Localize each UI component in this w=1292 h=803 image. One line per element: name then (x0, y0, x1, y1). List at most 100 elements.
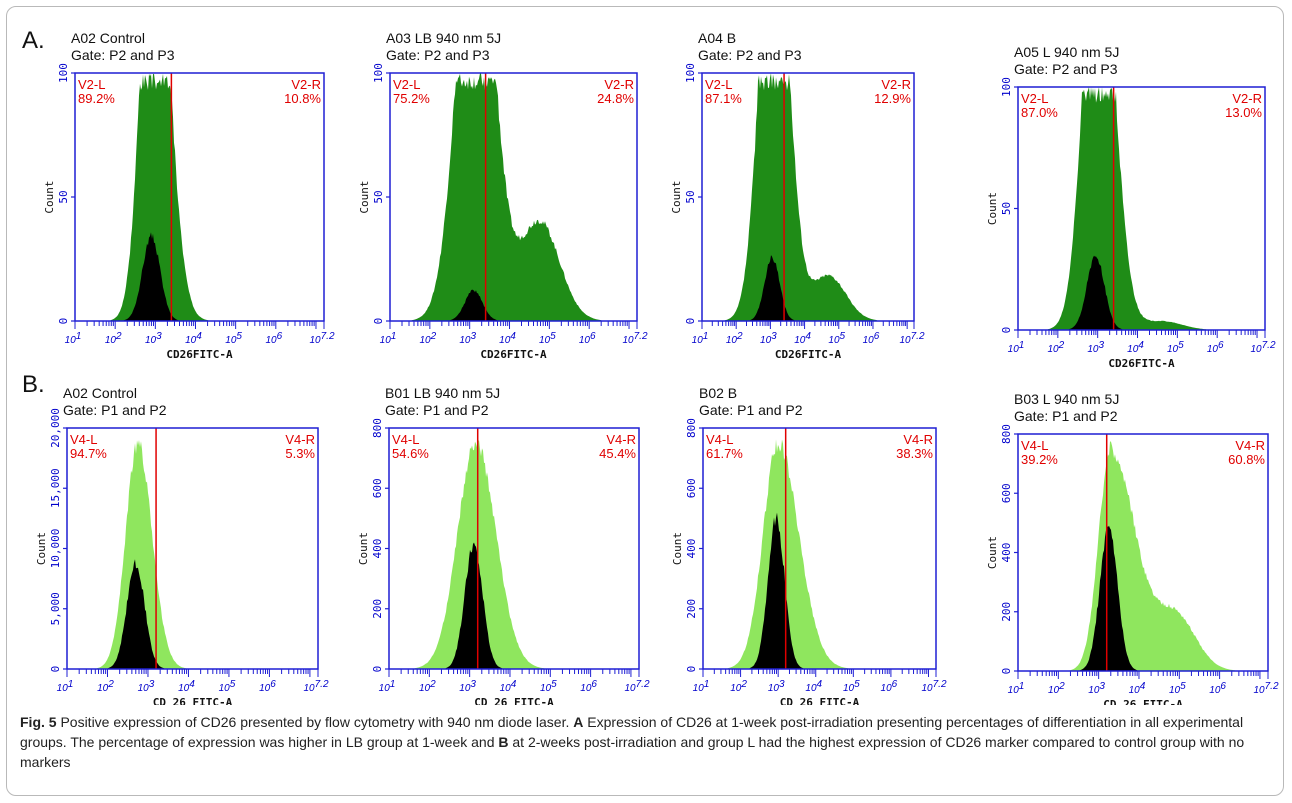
caption-prefix: Fig. 5 (20, 714, 57, 730)
x-tick-label: 104 (178, 679, 195, 694)
y-tick-label: 0 (684, 318, 697, 325)
x-tick-label: 101 (57, 679, 74, 694)
region-left-pct: 75.2% (393, 91, 430, 106)
y-axis-label: Count (986, 536, 999, 569)
x-tick-label: 103 (145, 331, 162, 346)
x-tick-label: 101 (65, 331, 82, 346)
x-tick-label: 101 (692, 331, 709, 346)
x-tick-label: 105 (1169, 681, 1186, 696)
y-tick-label: 0 (49, 666, 62, 673)
region-right-pct: 60.8% (1228, 452, 1265, 467)
panel-title: A05 L 940 nm 5J (1014, 44, 1119, 60)
y-tick-label: 200 (371, 599, 384, 619)
y-axis-label: Count (671, 532, 684, 565)
region-right-name: V4-R (606, 432, 636, 447)
region-left-name: V4-L (706, 432, 733, 447)
y-tick-label: 15,000 (49, 468, 62, 508)
region-left-name: V2-L (78, 77, 105, 92)
x-tick-label: 106 (881, 679, 898, 694)
y-tick-label: 600 (1000, 483, 1013, 503)
y-tick-label: 800 (1000, 424, 1013, 444)
region-left-pct: 89.2% (78, 91, 115, 106)
y-tick-label: 800 (371, 418, 384, 438)
x-tick-label: 104 (805, 679, 822, 694)
y-axis-label: Count (670, 180, 683, 213)
region-left-pct: 54.6% (392, 446, 429, 461)
x-tick-label: 105 (1167, 340, 1184, 355)
x-axis-label: CD 26 FITC-A (153, 696, 233, 705)
region-right-pct: 5.3% (285, 446, 315, 461)
region-left-pct: 61.7% (706, 446, 743, 461)
region-right-name: V2-R (881, 77, 911, 92)
plot-frame (702, 427, 937, 670)
panel-gate: Gate: P1 and P2 (1014, 408, 1118, 424)
histogram-total (390, 73, 637, 321)
y-tick-label: 400 (685, 539, 698, 559)
plot-frame (1017, 86, 1266, 331)
histogram-total (703, 439, 936, 669)
plot-frame (74, 72, 325, 322)
x-tick-label: 105 (828, 331, 845, 346)
y-tick-label: 100 (372, 63, 385, 83)
region-left-name: V4-L (1021, 438, 1048, 453)
y-tick-label: 5,000 (49, 592, 62, 625)
x-tick-label: 107.2 (624, 679, 649, 694)
histogram-total (1018, 87, 1265, 330)
histogram-total (67, 440, 318, 669)
x-tick-label: 107.2 (303, 679, 328, 694)
caption-text-1: Positive expression of CD26 presented by… (56, 714, 574, 730)
y-tick-label: 50 (372, 190, 385, 203)
x-tick-label: 107.2 (921, 679, 946, 694)
region-right-pct: 24.8% (597, 91, 634, 106)
region-right-name: V2-R (604, 77, 634, 92)
y-tick-label: 10,000 (49, 529, 62, 569)
x-tick-label: 101 (380, 331, 397, 346)
x-tick-label: 106 (579, 331, 596, 346)
panel-gate: Gate: P2 and P3 (386, 47, 490, 63)
x-tick-label: 103 (459, 679, 476, 694)
x-tick-label: 107.2 (899, 331, 924, 346)
region-right-name: V2-R (1232, 91, 1262, 106)
x-tick-label: 102 (105, 331, 122, 346)
panel-gate: Gate: P1 and P2 (699, 402, 803, 418)
x-tick-label: 104 (499, 331, 516, 346)
panel-title: B03 L 940 nm 5J (1014, 391, 1119, 407)
y-tick-label: 50 (1000, 202, 1013, 215)
x-tick-label: 104 (1129, 681, 1146, 696)
region-right-pct: 38.3% (896, 446, 933, 461)
x-tick-label: 104 (500, 679, 517, 694)
y-tick-label: 0 (1000, 668, 1013, 675)
row-label-0: A. (22, 27, 45, 54)
caption-text-3: at 2-weeks post-irradiation and group L … (20, 734, 1245, 770)
x-axis-label: CD26FITC-A (775, 348, 842, 361)
x-tick-label: 102 (726, 331, 743, 346)
x-tick-label: 103 (1088, 681, 1105, 696)
x-tick-label: 103 (768, 679, 785, 694)
region-right-name: V4-R (1235, 438, 1265, 453)
y-axis-label: Count (43, 180, 56, 213)
y-tick-label: 100 (684, 63, 697, 83)
region-left-pct: 39.2% (1021, 452, 1058, 467)
panel-gate: Gate: P2 and P3 (698, 47, 802, 63)
region-right-pct: 12.9% (874, 91, 911, 106)
x-tick-label: 107.2 (622, 331, 647, 346)
y-axis-label: Count (35, 532, 48, 565)
x-tick-label: 104 (185, 331, 202, 346)
x-tick-label: 107.2 (1250, 340, 1275, 355)
y-tick-label: 200 (685, 599, 698, 619)
x-tick-label: 106 (265, 331, 282, 346)
y-tick-label: 50 (684, 190, 697, 203)
x-tick-label: 101 (1008, 340, 1025, 355)
x-tick-label: 102 (419, 331, 436, 346)
x-axis-label: CD 26 FITC-A (780, 696, 860, 705)
figure-frame (6, 6, 1284, 796)
x-tick-label: 103 (760, 331, 777, 346)
x-tick-label: 101 (1008, 681, 1025, 696)
y-tick-label: 0 (57, 318, 70, 325)
x-tick-label: 103 (1087, 340, 1104, 355)
x-tick-label: 105 (843, 679, 860, 694)
